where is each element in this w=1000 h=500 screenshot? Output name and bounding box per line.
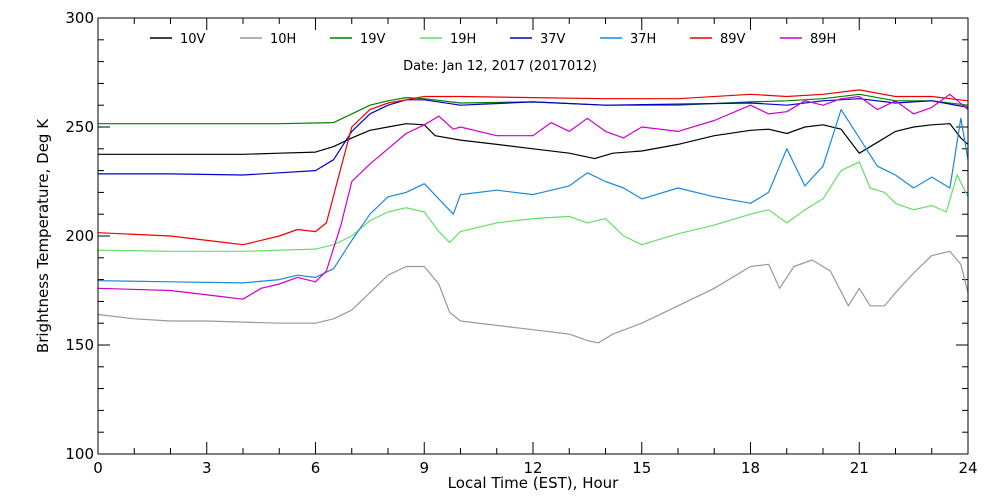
legend-label-10h: 10H bbox=[270, 32, 296, 47]
series-line-10h bbox=[97, 250, 969, 344]
y-axis-title: Brightness Temperature, Deg K bbox=[34, 118, 52, 353]
x-tick-label: 9 bbox=[419, 459, 429, 477]
legend-label-19v: 19V bbox=[360, 32, 386, 47]
series-line-19h bbox=[97, 161, 969, 252]
y-tick-label: 300 bbox=[65, 9, 94, 27]
legend-label-37h: 37H bbox=[630, 32, 656, 47]
series-line-89v bbox=[97, 89, 969, 246]
x-tick-label: 18 bbox=[741, 459, 760, 477]
legend-label-19h: 19H bbox=[450, 32, 476, 47]
legend-label-10v: 10V bbox=[180, 32, 206, 47]
series-line-37v bbox=[98, 98, 969, 176]
y-tick-label: 200 bbox=[65, 227, 94, 245]
series-line-89h bbox=[97, 93, 969, 300]
x-tick-label: 24 bbox=[958, 459, 977, 477]
x-tick-label: 0 bbox=[93, 459, 103, 477]
x-tick-label: 12 bbox=[523, 459, 542, 477]
series-line-10v bbox=[98, 123, 969, 160]
chart-subtitle: Date: Jan 12, 2017 (2017012) bbox=[403, 59, 597, 74]
legend-label-89h: 89H bbox=[810, 32, 836, 47]
x-tick-label: 3 bbox=[202, 459, 212, 477]
series-line-37h bbox=[97, 108, 969, 284]
legend-label-89v: 89V bbox=[720, 32, 746, 47]
legend-label-37v: 37V bbox=[540, 32, 566, 47]
plot-frame bbox=[97, 17, 969, 455]
y-tick-label: 100 bbox=[65, 445, 94, 463]
x-tick-label: 21 bbox=[850, 459, 869, 477]
y-tick-label: 150 bbox=[65, 336, 94, 354]
y-tick-label: 250 bbox=[65, 118, 94, 136]
x-axis-title: Local Time (EST), Hour bbox=[448, 474, 619, 492]
x-tick-label: 15 bbox=[632, 459, 651, 477]
series-line-19v bbox=[98, 93, 969, 125]
x-tick-label: 6 bbox=[311, 459, 321, 477]
